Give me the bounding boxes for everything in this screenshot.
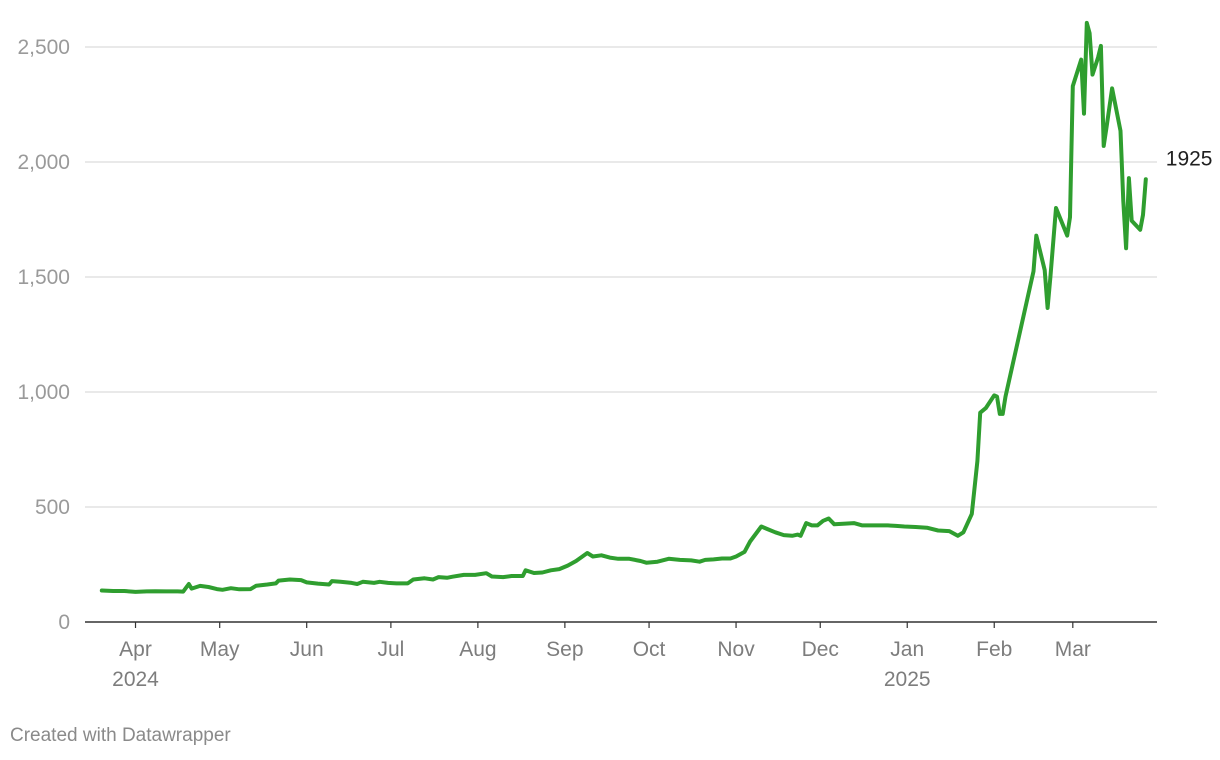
x-tick-label: Jul <box>377 638 404 661</box>
y-tick-label: 0 <box>58 611 70 634</box>
y-axis-tick-labels: 0 500 1,000 1,500 2,000 2,500 <box>17 36 70 634</box>
y-tick-label: 2,000 <box>17 151 70 174</box>
x-tick-label: Apr <box>119 638 152 661</box>
end-value-label: 1925 <box>1166 147 1213 170</box>
x-tick-label: May <box>200 638 240 661</box>
x-tick-label: Feb <box>976 638 1012 661</box>
gridlines <box>85 46 1157 508</box>
y-tick-label: 1,500 <box>17 266 70 289</box>
y-tick-label: 1,000 <box>17 381 70 404</box>
x-tick-label: Jun <box>290 638 324 661</box>
x-tick-year-label: 2024 <box>112 668 159 691</box>
x-tick-label: Sep <box>546 638 583 661</box>
y-tick-label: 2,500 <box>17 36 70 59</box>
x-tick-year-label: 2025 <box>884 668 931 691</box>
x-tick-label: Aug <box>459 638 496 661</box>
x-tick-label: Nov <box>717 638 755 661</box>
x-axis-ticks: Apr 2024 May Jun Jul Aug Sep Oct Nov Dec Jan 2025 Fe… <box>112 622 1091 691</box>
line-chart: 0 500 1,000 1,500 2,000 2,500 Apr 2024 May Jun Ju… <box>17 20 1213 691</box>
credit-text: Created with Datawrapper <box>10 725 231 746</box>
x-tick-label: Jan <box>890 638 924 661</box>
series-line <box>99 20 1148 594</box>
x-tick-label: Mar <box>1055 638 1091 661</box>
x-tick-label: Dec <box>802 638 839 661</box>
y-tick-label: 500 <box>35 496 70 519</box>
x-tick-label: Oct <box>633 638 666 661</box>
